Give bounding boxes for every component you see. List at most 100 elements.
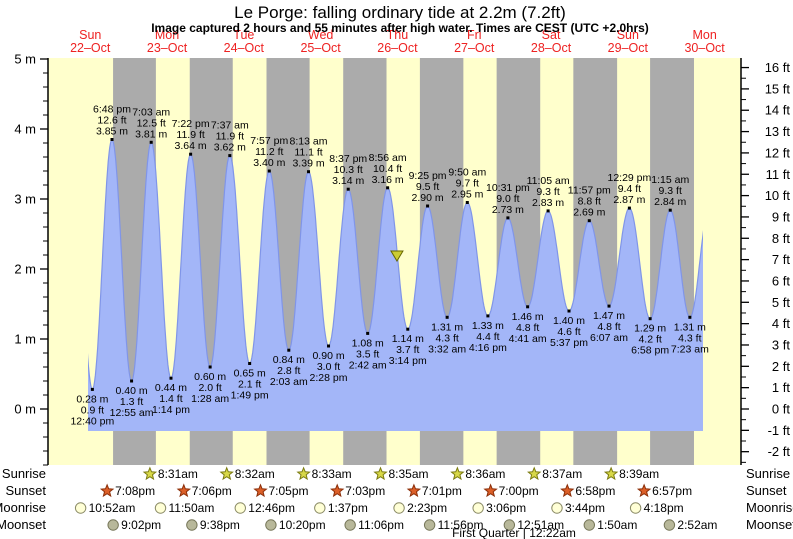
sunset-icon: [636, 483, 652, 498]
moonset-time: 1:50am: [597, 518, 637, 532]
right-axis-tick-label: 14 ft: [765, 103, 791, 118]
tide-extreme-text: 1.4 ft: [159, 393, 182, 405]
tide-extreme-text: 1:28 am: [191, 393, 229, 405]
moonrise-icon: [154, 502, 167, 514]
sunrise-event: 8:31am: [142, 466, 198, 481]
tide-extreme-text: 2:42 am: [349, 359, 387, 371]
moonset-row-label-right: Moonset: [746, 517, 793, 532]
tide-extreme-text: 2:28 pm: [310, 372, 348, 384]
day-name-label: Wed: [308, 28, 334, 42]
tide-extreme-dot: [426, 204, 430, 208]
tide-extreme-text: 9:25 pm: [409, 170, 447, 182]
tide-extreme-text: 2.95 m: [451, 189, 483, 201]
moon-phase-label: First Quarter | 12:22am: [452, 526, 576, 539]
tide-extreme-high: 9:25 pm9.5 ft2.90 m: [409, 170, 447, 208]
tide-extreme-dot: [587, 219, 591, 223]
tide-extreme-text: 2.0 ft: [198, 382, 221, 394]
tide-extreme-text: 2.90 m: [412, 192, 444, 204]
sunset-time: 7:06pm: [192, 484, 232, 498]
tide-extreme-text: 4.6 ft: [557, 326, 580, 338]
tide-extreme-dot: [607, 304, 611, 308]
day-date-label: 25–Oct: [300, 41, 341, 55]
tide-extreme-text: 0.65 m: [234, 368, 266, 380]
right-axis-tick-label: 15 ft: [765, 81, 791, 96]
tide-extreme-text: 3.81 m: [135, 128, 167, 140]
tide-extreme-text: 2.87 m: [613, 194, 645, 206]
tide-extreme-text: 4.2 ft: [638, 334, 661, 346]
moonset-icon: [107, 519, 119, 531]
left-axis-tick-label: 2 m: [14, 262, 36, 277]
tide-extreme-text: 1.31 m: [431, 321, 463, 333]
left-axis-tick-label: 0 m: [14, 402, 36, 417]
sunrise-time: 8:33am: [312, 467, 352, 481]
sunrise-time: 8:36am: [465, 467, 505, 481]
tide-extreme-high: 12:29 pm9.4 ft2.87 m: [607, 172, 652, 210]
moonrise-time: 11:50am: [169, 501, 215, 515]
moonrise-event: 2:23pm: [393, 501, 447, 515]
tide-extreme-text: 11.9 ft: [176, 129, 204, 141]
sunrise-time: 8:32am: [235, 467, 275, 481]
tide-extreme-text: 9.4 ft: [618, 183, 641, 195]
tide-extreme-text: 3.64 m: [175, 140, 207, 152]
sunrise-event: 8:35am: [373, 466, 429, 481]
right-axis-tick-label: 5 ft: [772, 295, 790, 310]
moonset-icon: [186, 519, 198, 531]
moonrise-time: 10:52am: [89, 501, 136, 515]
right-axis-tick-label: 8 ft: [772, 231, 790, 246]
tide-extreme-low: 0.60 m2.0 ft1:28 am: [191, 365, 229, 405]
tide-extreme-text: 4.8 ft: [516, 322, 539, 334]
tide-extreme-text: 0.84 m: [273, 354, 305, 366]
tide-extreme-high: 1:15 am9.3 ft2.84 m: [651, 174, 689, 212]
tide-extreme-text: 9.3 ft: [536, 186, 559, 198]
day-labels: Sun22–OctMon23–OctTue24–OctWed25–OctThu2…: [70, 28, 725, 55]
tide-extreme-low: 1.14 m3.7 ft3:14 pm: [389, 327, 427, 367]
right-axis-tick-label: 7 ft: [772, 252, 790, 267]
right-axis-tick-label: 16 ft: [765, 60, 791, 75]
tide-extreme-high: 11:57 pm8.8 ft2.69 m: [568, 185, 611, 223]
tide-extreme-dot: [90, 387, 94, 391]
tide-extreme-text: 7:03 am: [132, 106, 170, 118]
tide-extreme-text: 1:15 am: [651, 174, 689, 186]
tide-extreme-text: 2:03 am: [270, 376, 308, 388]
moonset-time: 2:52am: [677, 518, 717, 532]
moonrise-time: 3:06pm: [486, 501, 526, 515]
tide-extreme-text: 1.29 m: [634, 323, 666, 335]
sunset-icon: [560, 483, 575, 498]
tide-extreme-dot: [327, 344, 331, 348]
moonset-event: 1:50am: [583, 518, 637, 532]
tide-extreme-text: 12.6 ft: [97, 115, 126, 127]
tide-extreme-text: 10.4 ft: [373, 163, 402, 175]
tide-extreme-text: 3.0 ft: [317, 361, 340, 373]
tide-extreme-dot: [208, 365, 212, 369]
right-axis-tick-label: 9 ft: [772, 209, 790, 224]
moonrise-row-label-right: Moonrise: [746, 500, 793, 515]
tide-extreme-text: 6:07 am: [590, 332, 628, 344]
tide-extreme-text: 1.40 m: [553, 315, 585, 327]
day-name-label: Sun: [617, 28, 639, 42]
day-date-label: 23–Oct: [147, 41, 188, 55]
day-name-label: Tue: [233, 28, 254, 42]
day-date-label: 28–Oct: [531, 41, 572, 55]
right-axis-tick-label: 0 ft: [772, 402, 790, 417]
tide-extreme-dot: [110, 138, 114, 141]
tide-extreme-dot: [567, 309, 571, 313]
tide-extreme-text: 2.83 m: [532, 197, 564, 209]
tide-extreme-text: 8:56 am: [369, 152, 407, 164]
sunset-event: 7:06pm: [176, 483, 232, 498]
tide-extreme-dot: [228, 154, 232, 158]
tide-extreme-text: 12:29 pm: [607, 172, 651, 184]
tide-extreme-text: 12:55 am: [110, 407, 154, 419]
tide-extreme-text: 4:41 am: [509, 333, 547, 345]
sun-moon-events: 8:31am 8:32am 8:33am 8:35am 8:36am 8:37am 8:39…: [74, 466, 717, 532]
day-date-label: 24–Oct: [224, 41, 265, 55]
tide-extreme-dot: [546, 209, 550, 213]
sunrise-event: 8:33am: [296, 466, 352, 481]
capture-marker-triangle: [390, 250, 404, 262]
sunset-event: 7:05pm: [253, 483, 309, 498]
moonset-icon: [265, 519, 277, 531]
page-subtitle: Image captured 2 hours and 55 minutes af…: [151, 21, 649, 35]
tide-extreme-text: 1.46 m: [512, 311, 544, 323]
tide-extreme-text: 4:16 pm: [469, 342, 507, 354]
tide-extreme-text: 3.5 ft: [356, 348, 379, 360]
